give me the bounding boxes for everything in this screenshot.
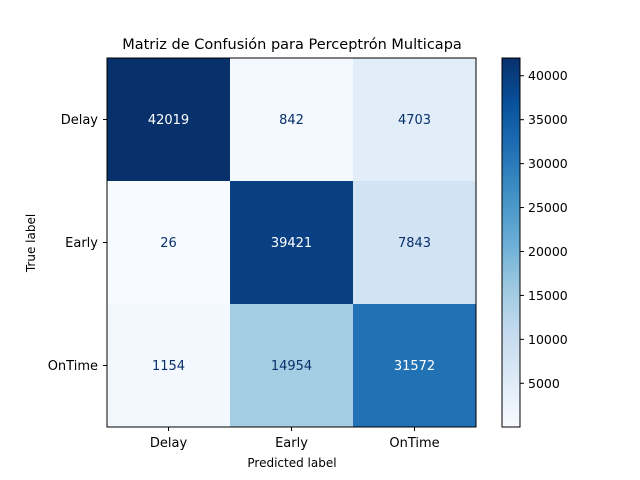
- x-tick-label: Delay: [150, 436, 188, 451]
- heatmap-cell: [230, 304, 354, 428]
- chart-title: Matriz de Confusión para Perceptrón Mult…: [122, 37, 462, 53]
- cell-value-label: 42019: [148, 113, 189, 128]
- x-axis: Delay Early OnTime: [150, 427, 440, 451]
- heatmap-cell: [107, 181, 231, 305]
- cell-value-label: 4703: [398, 113, 431, 128]
- y-tick-label: Delay: [61, 113, 99, 128]
- cell-value-label: 842: [279, 113, 304, 128]
- x-tick-label: Early: [275, 436, 308, 451]
- colorbar-tick-label: 20000: [528, 244, 568, 259]
- heatmap-cell: [230, 181, 354, 305]
- cell-value-label: 7843: [398, 236, 431, 251]
- colorbar: [501, 57, 521, 428]
- y-tick-label: OnTime: [48, 359, 98, 374]
- cell-value-label: 31572: [394, 359, 435, 374]
- colorbar-tick-label: 5000: [528, 376, 560, 391]
- y-axis: Delay Early OnTime: [48, 113, 107, 374]
- heatmap-cell: [107, 58, 231, 182]
- x-axis-label: Predicted label: [247, 456, 336, 470]
- heatmap-cell: [353, 58, 477, 182]
- heatmap-cell: [230, 58, 354, 182]
- colorbar-ticks: 5000 10000 15000 20000 25000 30000 35000 40000: [520, 68, 568, 391]
- heatmap-cell-labels: 42019 842 4703 26 39421 7843 1154 14954 31572: [148, 113, 435, 374]
- y-tick-label: Early: [65, 236, 98, 251]
- colorbar-tick-label: 10000: [528, 332, 568, 347]
- y-axis-label: True label: [24, 214, 38, 273]
- colorbar-tick-label: 15000: [528, 288, 568, 303]
- heatmap-cell: [107, 304, 231, 428]
- x-tick-label: OnTime: [389, 436, 439, 451]
- cell-value-label: 1154: [152, 359, 185, 374]
- colorbar-tick-label: 40000: [528, 68, 568, 83]
- cell-value-label: 39421: [271, 236, 312, 251]
- heatmap-cell: [353, 181, 477, 305]
- colorbar-tick-label: 25000: [528, 200, 568, 215]
- heatmap-cell: [353, 304, 477, 428]
- colorbar-tick-label: 30000: [528, 156, 568, 171]
- cell-value-label: 26: [160, 236, 177, 251]
- heatmap-cells: [107, 58, 477, 428]
- colorbar-tick-label: 35000: [528, 112, 568, 127]
- cell-value-label: 14954: [271, 359, 312, 374]
